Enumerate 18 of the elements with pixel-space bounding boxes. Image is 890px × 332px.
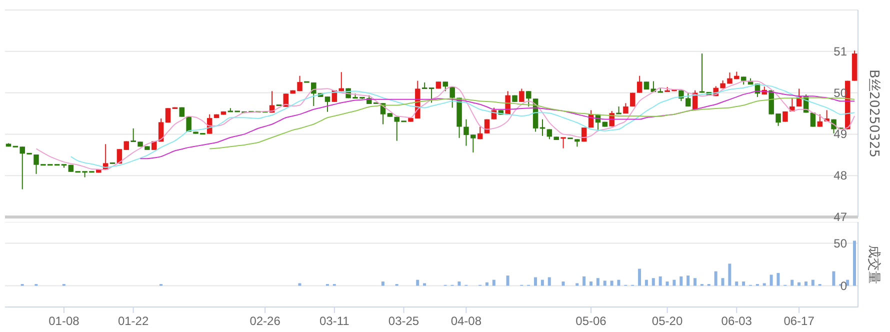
y-tick-label: 51 bbox=[834, 44, 848, 58]
y-axis-title: B丝20250325 bbox=[866, 69, 881, 158]
x-tick-label: 06-17 bbox=[784, 314, 815, 328]
y-tick-label: 0 bbox=[840, 278, 848, 293]
x-tick-label: 04-08 bbox=[450, 314, 482, 328]
y-tick-label: 49 bbox=[834, 127, 848, 142]
x-tick-label: 05-06 bbox=[576, 314, 607, 328]
x-tick-label: 01-08 bbox=[48, 314, 80, 328]
y-tick-label: 50 bbox=[834, 236, 848, 250]
x-tick-label: 02-26 bbox=[250, 314, 281, 328]
y-axis-title: 成交量 bbox=[866, 245, 882, 284]
y-tick-label: 48 bbox=[834, 168, 848, 183]
x-tick-label: 06-03 bbox=[721, 314, 752, 328]
x-tick-label: 01-22 bbox=[118, 314, 149, 328]
y-tick-label: 47 bbox=[834, 210, 848, 224]
x-tick-label: 03-25 bbox=[388, 314, 420, 328]
x-tick-label: 05-20 bbox=[652, 314, 683, 328]
x-tick-label: 03-11 bbox=[320, 314, 350, 328]
